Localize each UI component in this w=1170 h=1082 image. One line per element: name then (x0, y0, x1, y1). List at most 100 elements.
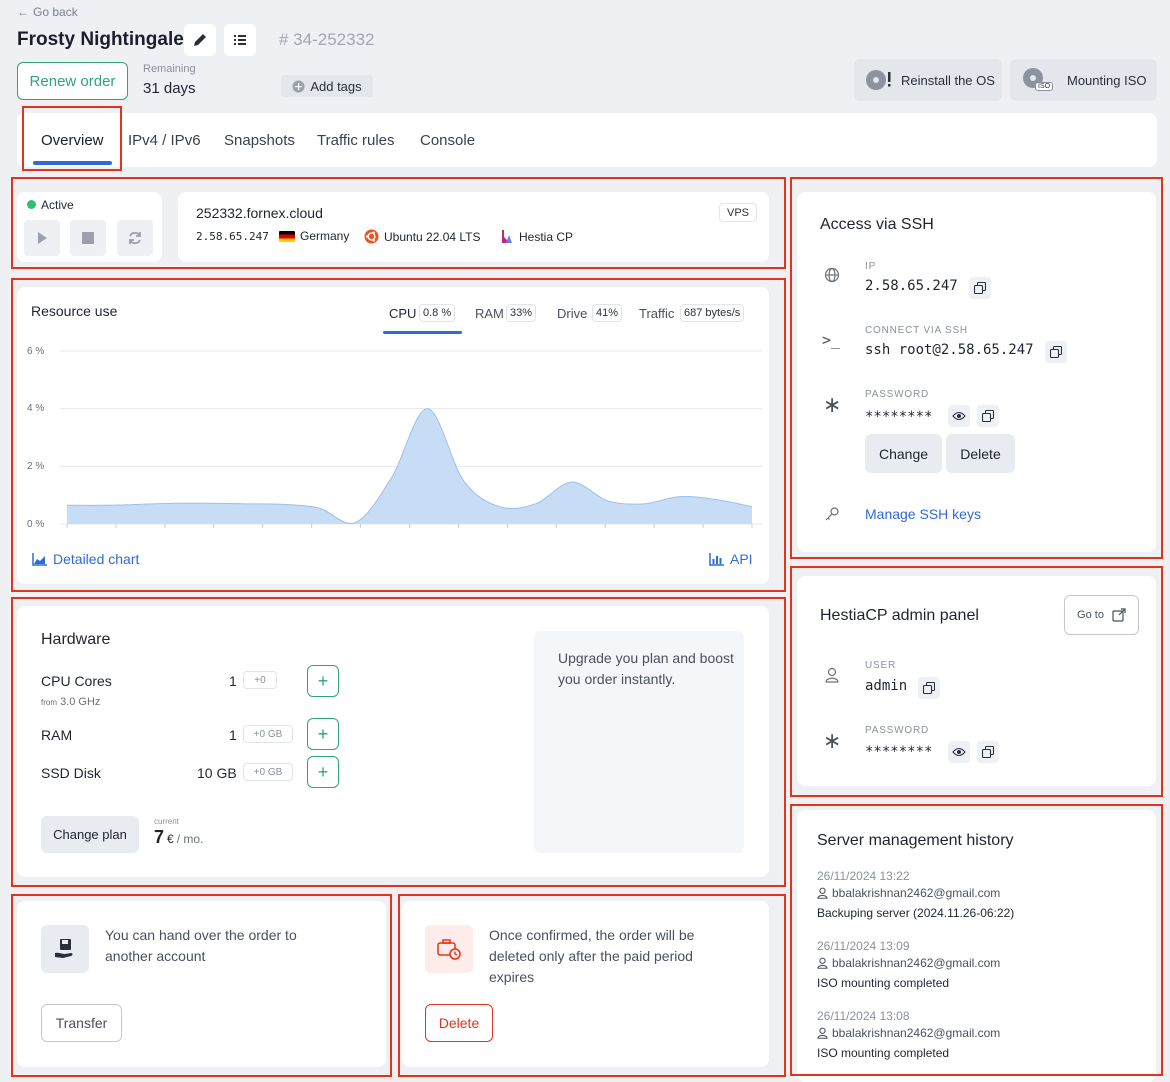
price-period: / mo. (176, 832, 204, 846)
user-icon (817, 957, 828, 969)
iso-badge: ISO (1035, 82, 1054, 91)
add-tags-button[interactable]: Add tags (281, 75, 373, 97)
asterisk-icon: ∗ (823, 728, 842, 753)
tab-overview-label: Overview (41, 132, 104, 149)
hestia-user-value: admin (865, 678, 908, 694)
cpu-frequency-prefix: from (41, 698, 57, 707)
os: Ubuntu 22.04 LTS (364, 229, 481, 244)
tab-traffic-rules-label: Traffic rules (317, 132, 395, 149)
detailed-chart-link[interactable]: Detailed chart (32, 551, 139, 567)
history-user: bbalakrishnan2462@gmail.com (817, 956, 1000, 970)
tab-traffic-rules[interactable]: Traffic rules (317, 132, 395, 149)
mount-iso-button[interactable]: ISO Mounting ISO (1010, 59, 1157, 101)
tab-snapshots[interactable]: Snapshots (224, 132, 295, 149)
manage-ssh-keys-link[interactable]: Manage SSH keys (865, 506, 981, 522)
api-link[interactable]: API (709, 551, 753, 567)
go-back-link[interactable]: ← Go back (17, 5, 78, 19)
history-user-email: bbalakrishnan2462@gmail.com (832, 956, 1001, 970)
metric-tab-traffic-label: Traffic (639, 306, 675, 321)
start-button[interactable] (24, 220, 60, 256)
copy-ip-button[interactable] (969, 277, 991, 299)
edit-name-button[interactable] (184, 24, 216, 56)
metric-tab-cpu[interactable]: CPU (389, 306, 416, 321)
play-icon (38, 232, 47, 244)
metric-traffic-value: 687 bytes/s (680, 304, 745, 322)
cpu-usage-chart (60, 350, 762, 528)
hand-save-icon (55, 939, 73, 958)
ssh-card (797, 192, 1156, 552)
price: 7 € / mo. (154, 827, 203, 848)
ram-label: RAM (41, 727, 73, 743)
delete-password-button[interactable]: Delete (946, 434, 1015, 473)
cpu-frequency-value: 3.0 GHz (60, 696, 101, 708)
ram-value: 1 (229, 727, 237, 743)
list-view-button[interactable] (224, 24, 256, 56)
renew-order-label: Renew order (29, 72, 116, 90)
tab-active-indicator (33, 161, 112, 165)
hestia-icon (502, 230, 512, 243)
copy-user-button[interactable] (918, 677, 940, 699)
metric-tab-cpu-label: CPU (389, 306, 417, 321)
add-ram-button[interactable]: + (307, 718, 339, 750)
change-password-label: Change (878, 445, 929, 462)
current-label: current (154, 817, 179, 826)
change-plan-label: Change plan (53, 827, 127, 842)
hestia-user-label: USER (865, 660, 896, 671)
server-name: Frosty Nightingale (17, 29, 184, 50)
metric-tab-ram[interactable]: RAM (475, 306, 504, 321)
show-hestia-password-button[interactable] (948, 741, 970, 763)
plus-icon: + (317, 761, 329, 782)
metric-tab-traffic[interactable]: Traffic (639, 306, 674, 321)
key-icon (825, 507, 839, 521)
delete-order-button[interactable]: Delete (425, 1004, 493, 1042)
password-value: ******** (865, 409, 933, 425)
hestia-goto-label: Go to (1077, 609, 1104, 621)
plus-circle-icon (292, 80, 305, 92)
reinstall-os-button[interactable]: Reinstall the OS (854, 59, 1002, 101)
cpu-cores-delta: +0 (243, 671, 277, 689)
history-user: bbalakrishnan2462@gmail.com (817, 886, 1000, 900)
transfer-button[interactable]: Transfer (41, 1004, 122, 1042)
delete-order-label: Delete (438, 1015, 480, 1031)
history-title: Server management history (817, 832, 1014, 849)
globe-icon (824, 267, 840, 283)
stop-button[interactable] (70, 220, 106, 256)
resource-use-title: Resource use (31, 303, 118, 319)
delete-order-text: Once confirmed, the order will be delete… (489, 927, 695, 985)
add-cpu-button[interactable]: + (307, 665, 339, 697)
tab-console[interactable]: Console (420, 132, 475, 149)
copy-ssh-button[interactable] (1045, 341, 1067, 363)
list-icon (234, 35, 246, 45)
bar-chart-icon (709, 552, 724, 566)
tab-overview[interactable]: Overview (41, 132, 104, 149)
briefcase-clock-icon (437, 939, 461, 960)
area-chart-icon (32, 552, 47, 566)
history-card (797, 810, 1156, 1082)
tab-ipv4-ipv6[interactable]: IPv4 / IPv6 (128, 132, 201, 149)
cpu-area (67, 408, 752, 524)
copy-password-button[interactable] (977, 405, 999, 427)
cpu-cores-value: 1 (229, 673, 237, 689)
change-plan-button[interactable]: Change plan (41, 816, 139, 853)
metric-tab-ram-label: RAM (475, 306, 504, 321)
terminal-icon: >_ (822, 331, 841, 349)
copy-hestia-password-button[interactable] (977, 741, 999, 763)
ssd-delta: +0 GB (243, 763, 293, 781)
copy-icon (1050, 346, 1062, 358)
stop-icon (82, 232, 94, 244)
y-tick-label: 0 % (27, 519, 45, 530)
metric-tab-drive[interactable]: Drive (557, 306, 587, 321)
renew-order-button[interactable]: Renew order (17, 62, 128, 100)
restart-button[interactable] (117, 220, 153, 256)
add-ssd-button[interactable]: + (307, 756, 339, 788)
show-password-button[interactable] (948, 405, 970, 427)
change-password-button[interactable]: Change (865, 434, 942, 473)
connect-value: ssh root@2.58.65.247 (865, 342, 1034, 358)
add-tags-label: Add tags (310, 78, 362, 94)
panel-label: Hestia CP (519, 229, 574, 244)
history-user-email: bbalakrishnan2462@gmail.com (832, 886, 1001, 900)
cpu-cores-label: CPU Cores (41, 673, 112, 689)
hestia-goto-button[interactable]: Go to (1064, 595, 1139, 635)
history-date: 26/11/2024 13:08 (817, 1009, 910, 1023)
metric-ram-value: 33% (506, 304, 537, 322)
